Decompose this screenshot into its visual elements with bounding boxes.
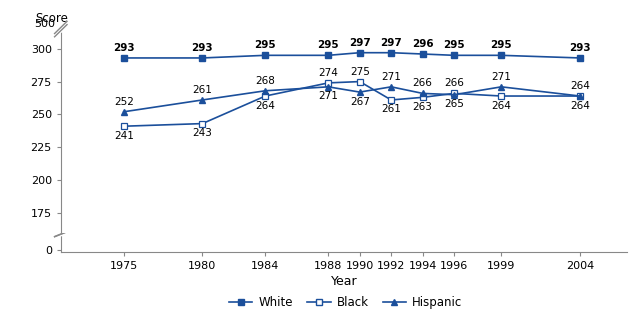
Text: 295: 295	[255, 40, 276, 50]
Text: 297: 297	[380, 38, 402, 48]
Text: 243: 243	[193, 128, 212, 138]
Text: 264: 264	[570, 100, 590, 110]
Text: 252: 252	[114, 97, 134, 107]
X-axis label: Year: Year	[331, 275, 357, 288]
Text: 261: 261	[381, 104, 401, 114]
Text: 274: 274	[318, 68, 338, 78]
Text: Score: Score	[35, 12, 68, 25]
Text: 266: 266	[444, 78, 464, 89]
Text: 241: 241	[114, 131, 134, 141]
Legend: White, Black, Hispanic: White, Black, Hispanic	[224, 291, 467, 314]
Text: 264: 264	[492, 100, 511, 110]
Text: 295: 295	[490, 40, 512, 50]
Text: 264: 264	[570, 81, 590, 91]
Text: 264: 264	[255, 100, 275, 110]
Text: 295: 295	[317, 40, 339, 50]
Text: 296: 296	[412, 39, 433, 49]
Text: 500: 500	[34, 19, 55, 29]
Text: 271: 271	[318, 91, 338, 101]
Text: 265: 265	[444, 99, 464, 109]
Text: 297: 297	[349, 38, 371, 48]
Text: 268: 268	[255, 76, 275, 86]
Text: 295: 295	[444, 40, 465, 50]
Text: 293: 293	[113, 43, 134, 53]
Text: 271: 271	[381, 72, 401, 82]
Text: 261: 261	[193, 85, 212, 95]
Text: 275: 275	[350, 67, 370, 77]
Text: 293: 293	[569, 43, 591, 53]
Text: 267: 267	[350, 97, 370, 107]
Text: 293: 293	[191, 43, 213, 53]
Text: 263: 263	[413, 102, 433, 112]
Text: 271: 271	[492, 72, 511, 82]
Text: 266: 266	[413, 78, 433, 89]
